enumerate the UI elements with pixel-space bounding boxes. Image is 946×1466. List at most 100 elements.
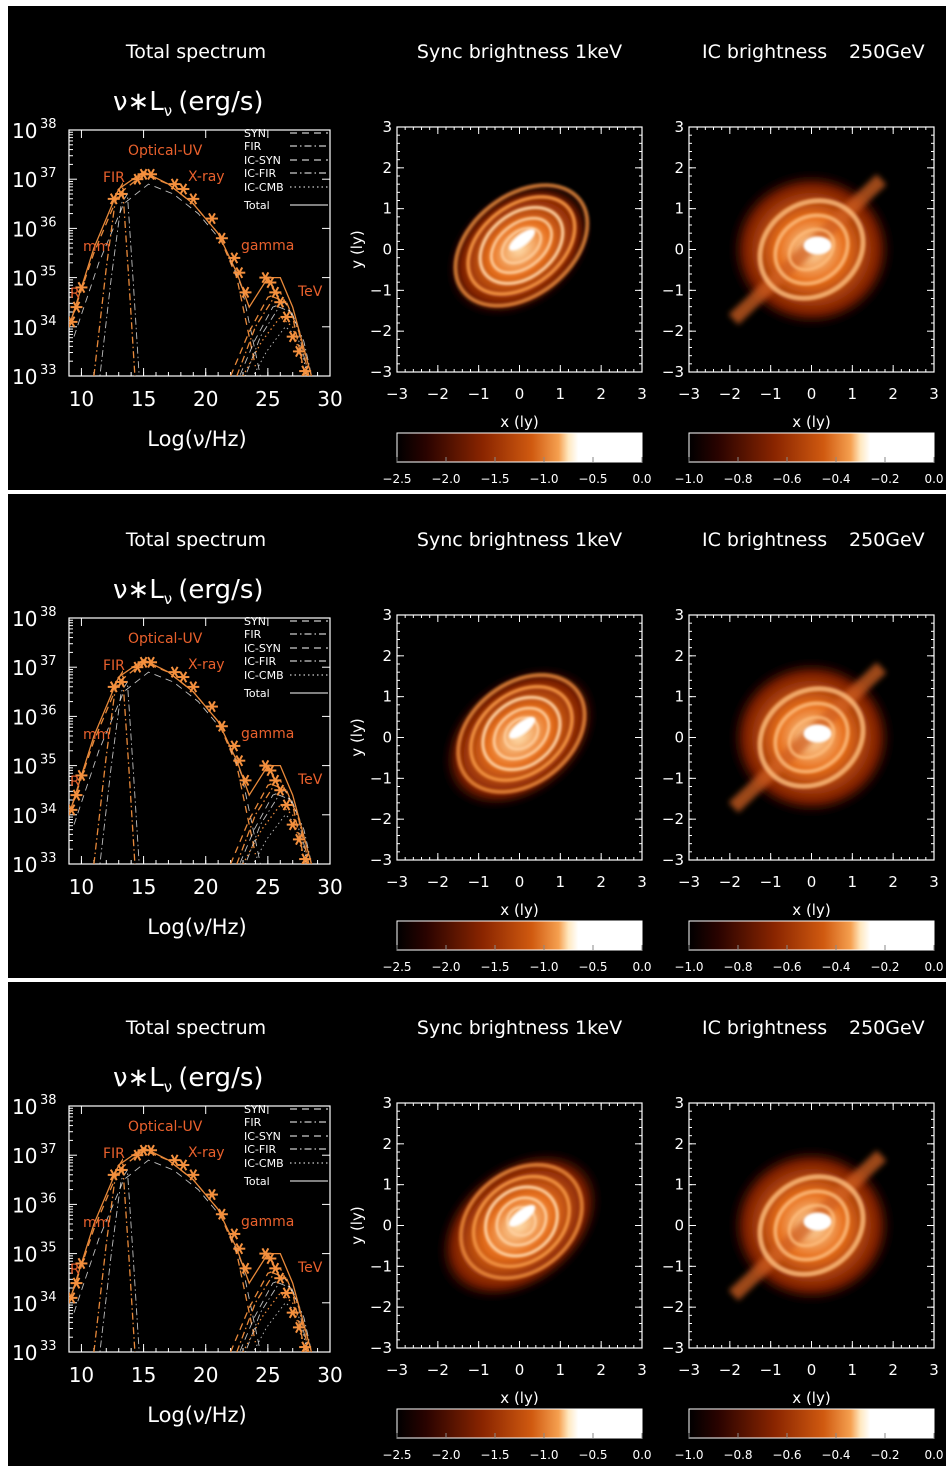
spectrum-xtick-label: 10 [69, 387, 94, 411]
data-marker [70, 301, 83, 313]
spectrum-frame [68, 617, 331, 865]
sync-map-panel: −3 −3 −2 −2 −1 −1 0 0 1 1 2 2 3 3 x (ly) y (ly) Sync bri… [348, 41, 652, 486]
sync-colorbar-tick-label: −1.0 [529, 1448, 558, 1462]
data-marker [269, 286, 282, 299]
data-marker-stroke [139, 1144, 148, 1156]
spectrum-ytick-label: 10 [12, 1144, 37, 1168]
data-marker [299, 365, 312, 376]
spectrum-ytick-exponent: 38 [40, 1093, 57, 1108]
sync-ytick-label: 2 [382, 159, 392, 177]
spectrum-ytick-label: 10 [12, 1341, 37, 1365]
sync-colorbar-tick-label: 0.0 [632, 960, 651, 974]
ic-xlabel: x (ly) [792, 901, 830, 919]
ic-ytick-label: 3 [674, 606, 684, 624]
sync-xtick-label: 0 [515, 873, 525, 891]
sync-ytick-label: 1 [382, 1176, 392, 1194]
ic-xtick-label: −2 [719, 1361, 741, 1379]
data-marker-stroke [288, 330, 297, 343]
legend-entry-label: IC-CMB [244, 669, 284, 682]
data-marker-stroke [301, 853, 310, 864]
sync-colorbar-tick-label: −1.5 [480, 472, 509, 486]
ic-map-panel: −3 −3 −2 −2 −1 −1 0 0 1 1 2 2 3 3 x (ly) IC brightness 2… [662, 529, 944, 974]
spectrum-series [69, 1144, 313, 1352]
legend-entry-label: IC-CMB [244, 181, 284, 194]
data-marker [70, 1277, 83, 1289]
ic-xtick-label: −3 [678, 873, 700, 891]
sync-torus-ring [495, 1196, 548, 1247]
data-marker [264, 276, 277, 289]
sync-colorbar-tick-label: −2.5 [382, 472, 411, 486]
data-marker-stroke [77, 1257, 86, 1270]
data-marker [259, 271, 272, 284]
ic-xtick-label: −3 [678, 385, 700, 403]
data-marker [168, 178, 181, 190]
ic-map-image [727, 1145, 896, 1306]
ic-colorbar-tick-label: −0.6 [772, 472, 801, 486]
sync-ytick-label: 0 [382, 241, 392, 259]
ic-colorbar-tick-label: −1.0 [674, 1448, 703, 1462]
data-marker [205, 1188, 218, 1201]
legend-entry-label: Total [243, 199, 270, 212]
data-marker-stroke [179, 1159, 188, 1171]
sync-torus-ring [481, 695, 562, 772]
data-marker-stroke [276, 1272, 285, 1284]
sync-colorbar-tick-label: −2.0 [431, 472, 460, 486]
data-marker [115, 676, 128, 688]
sync-colorbar-tick-label: −2.0 [431, 1448, 460, 1462]
spectrum-ytick-label: 10 [12, 705, 37, 729]
series-line-ic-fir [236, 296, 310, 376]
ic-xlabel: x (ly) [792, 1389, 830, 1407]
ic-xtick-label: 0 [807, 873, 817, 891]
spectrum-title: Total spectrum [125, 41, 266, 63]
sync-xtick-label: 1 [556, 873, 566, 891]
sync-torus-ring [466, 195, 577, 296]
spectrum-ytick-label: 10 [12, 1243, 37, 1267]
spectrum-xlabel: Log(ν/Hz) [147, 427, 247, 451]
series-line-syn [69, 1149, 257, 1343]
ic-ytick-label: −1 [662, 1257, 684, 1275]
sync-colorbar-tick-label: 0.0 [632, 472, 651, 486]
data-marker-stroke [69, 316, 76, 328]
spectrum-ytick-exponent: 37 [40, 1142, 57, 1157]
spectrum-ytick-exponent: 36 [40, 1191, 57, 1206]
spectrum-subtitle-unit: (erg/s) [178, 1063, 263, 1093]
data-marker-stroke [109, 1169, 118, 1181]
spectrum-subtitle-sub: ν [164, 102, 172, 120]
spectrum-ytick-exponent: 33 [40, 851, 57, 866]
sync-colorbar [396, 920, 643, 951]
sync-colorbar [396, 432, 643, 463]
sync-xtick-label: −3 [386, 1361, 408, 1379]
data-marker-stroke [301, 1341, 310, 1352]
data-marker [145, 168, 158, 180]
series-line-ic-fir [236, 784, 310, 864]
data-marker-stroke [170, 178, 179, 190]
spectrum-annotation: Optical-UV [128, 631, 203, 647]
series-line-ic-syn [230, 779, 306, 864]
data-marker-stroke [261, 759, 270, 772]
ic-title: IC brightness [702, 529, 827, 551]
data-marker [177, 1159, 190, 1171]
data-marker-stroke [69, 804, 76, 816]
sync-bright-core [508, 716, 536, 739]
data-marker-stroke [109, 681, 118, 693]
sync-xlabel: x (ly) [500, 901, 538, 919]
sync-ytick-label: −3 [370, 363, 392, 381]
sync-xtick-label: −1 [468, 385, 490, 403]
data-marker [168, 1154, 181, 1166]
legend-entry-label: IC-SYN [244, 1130, 281, 1143]
spectrum-ytick-exponent: 38 [40, 605, 57, 620]
sync-ylabel: y (ly) [348, 1206, 366, 1244]
ic-colorbar [688, 432, 935, 463]
spectrum-ytick-exponent: 37 [40, 166, 57, 181]
spectrum-frame [68, 1105, 331, 1353]
ic-ytick-label: −2 [662, 322, 684, 340]
data-marker-stroke [218, 232, 226, 244]
ic-torus-ring [757, 198, 866, 301]
sync-colorbar-tick-label: −2.0 [431, 960, 460, 974]
sync-ytick-label: −2 [370, 322, 392, 340]
ic-colorbar-tick-label: −0.4 [821, 1448, 850, 1462]
ic-colorbar-tick-label: 0.0 [924, 960, 943, 974]
data-marker [239, 774, 252, 787]
sync-ytick-label: 2 [382, 647, 392, 665]
